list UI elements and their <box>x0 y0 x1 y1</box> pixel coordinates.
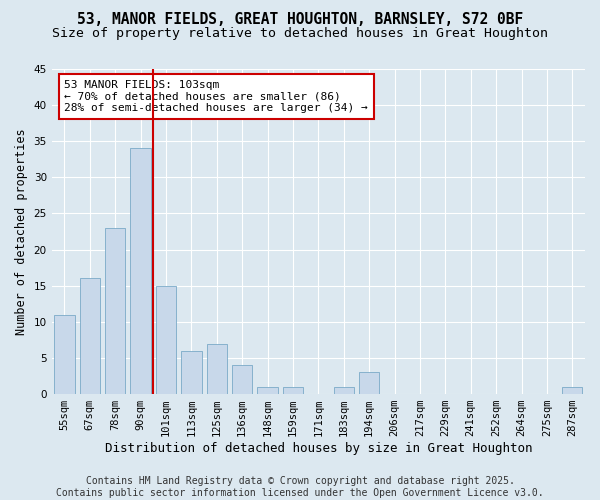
Text: 53, MANOR FIELDS, GREAT HOUGHTON, BARNSLEY, S72 0BF: 53, MANOR FIELDS, GREAT HOUGHTON, BARNSL… <box>77 12 523 28</box>
Bar <box>334 387 354 394</box>
Text: 53 MANOR FIELDS: 103sqm
← 70% of detached houses are smaller (86)
28% of semi-de: 53 MANOR FIELDS: 103sqm ← 70% of detache… <box>64 80 368 113</box>
Bar <box>181 350 202 394</box>
Bar <box>105 228 125 394</box>
Bar <box>232 365 253 394</box>
Y-axis label: Number of detached properties: Number of detached properties <box>15 128 28 335</box>
Bar <box>359 372 379 394</box>
Bar <box>283 387 303 394</box>
Bar <box>54 314 74 394</box>
Bar <box>206 344 227 394</box>
X-axis label: Distribution of detached houses by size in Great Houghton: Distribution of detached houses by size … <box>104 442 532 455</box>
Text: Contains HM Land Registry data © Crown copyright and database right 2025.
Contai: Contains HM Land Registry data © Crown c… <box>56 476 544 498</box>
Bar <box>156 286 176 394</box>
Bar <box>257 387 278 394</box>
Bar <box>562 387 583 394</box>
Text: Size of property relative to detached houses in Great Houghton: Size of property relative to detached ho… <box>52 28 548 40</box>
Bar <box>80 278 100 394</box>
Bar <box>130 148 151 394</box>
